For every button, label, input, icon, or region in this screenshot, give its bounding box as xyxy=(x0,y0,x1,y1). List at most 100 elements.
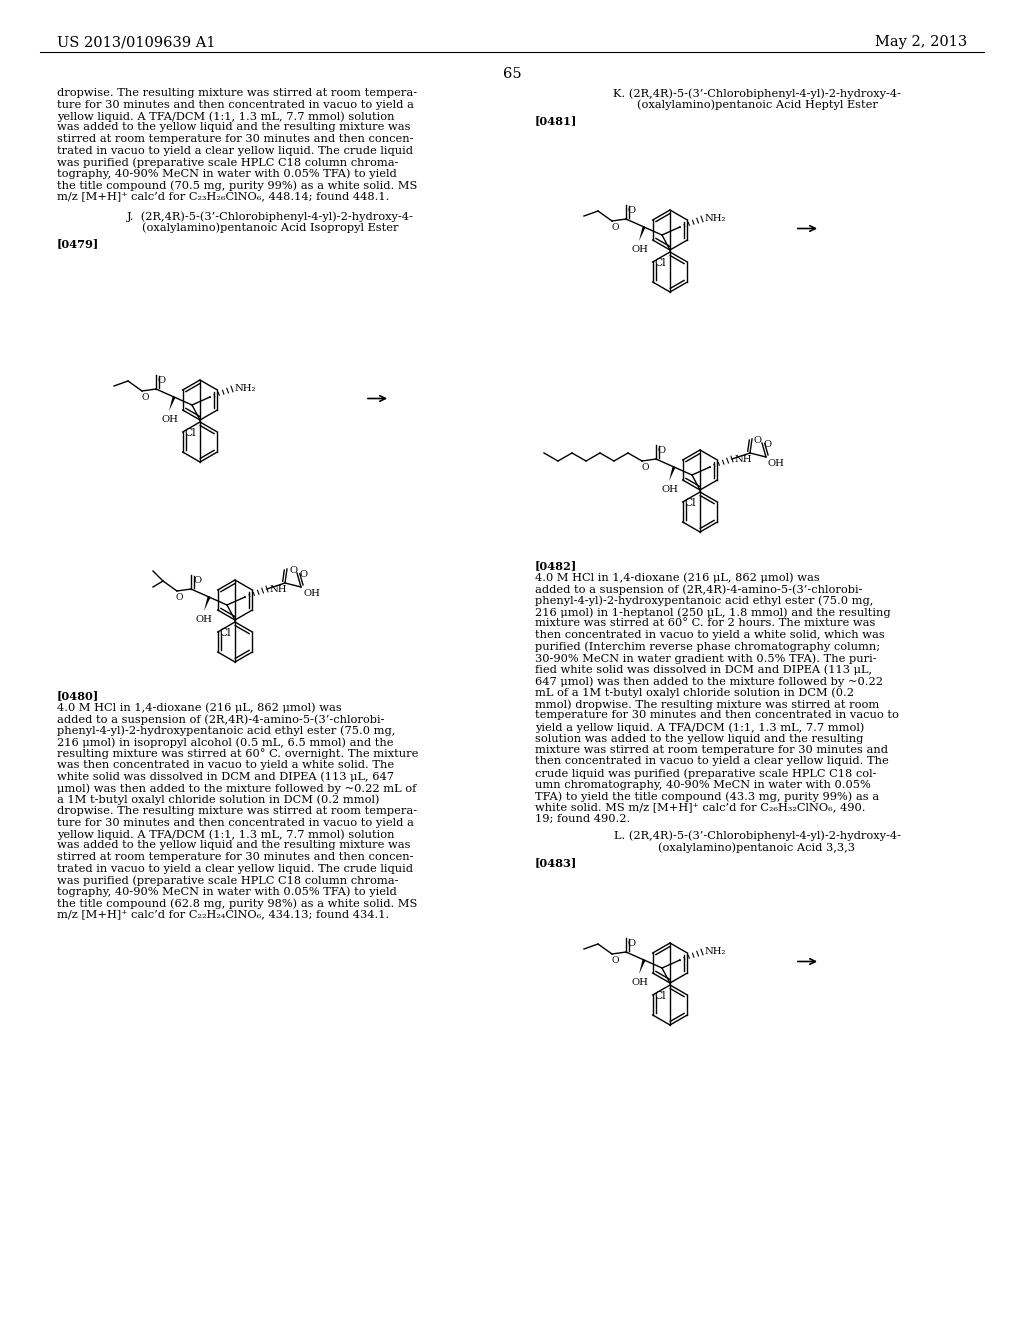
Polygon shape xyxy=(169,396,175,411)
Text: mixture was stirred at room temperature for 30 minutes and: mixture was stirred at room temperature … xyxy=(535,744,888,755)
Text: (oxalylamino)pentanoic Acid 3,3,3: (oxalylamino)pentanoic Acid 3,3,3 xyxy=(658,842,855,853)
Text: yellow liquid. A TFA/DCM (1:1, 1.3 mL, 7.7 mmol) solution: yellow liquid. A TFA/DCM (1:1, 1.3 mL, 7… xyxy=(57,829,394,840)
Text: mL of a 1M t-butyl oxalyl chloride solution in DCM (0.2: mL of a 1M t-butyl oxalyl chloride solut… xyxy=(535,688,854,698)
Text: 647 μmol) was then added to the mixture followed by ~0.22: 647 μmol) was then added to the mixture … xyxy=(535,676,883,686)
Text: Cl: Cl xyxy=(685,498,696,508)
Text: the title compound (62.8 mg, purity 98%) as a white solid. MS: the title compound (62.8 mg, purity 98%)… xyxy=(57,898,418,908)
Text: tography, 40-90% MeCN in water with 0.05% TFA) to yield: tography, 40-90% MeCN in water with 0.05… xyxy=(57,169,396,180)
Text: TFA) to yield the title compound (43.3 mg, purity 99%) as a: TFA) to yield the title compound (43.3 m… xyxy=(535,791,880,801)
Text: was added to the yellow liquid and the resulting mixture was: was added to the yellow liquid and the r… xyxy=(57,123,411,132)
Text: 216 μmol) in 1-heptanol (250 μL, 1.8 mmol) and the resulting: 216 μmol) in 1-heptanol (250 μL, 1.8 mmo… xyxy=(535,607,891,618)
Text: O: O xyxy=(158,376,166,385)
Text: OH: OH xyxy=(303,589,319,598)
Text: 4.0 M HCl in 1,4-dioxane (216 μL, 862 μmol) was: 4.0 M HCl in 1,4-dioxane (216 μL, 862 μm… xyxy=(535,573,820,583)
Text: yield a yellow liquid. A TFA/DCM (1:1, 1.3 mL, 7.7 mmol): yield a yellow liquid. A TFA/DCM (1:1, 1… xyxy=(535,722,864,733)
Text: the title compound (70.5 mg, purity 99%) as a white solid. MS: the title compound (70.5 mg, purity 99%)… xyxy=(57,180,418,190)
Text: O: O xyxy=(176,593,183,602)
Text: NH₂: NH₂ xyxy=(234,384,256,393)
Text: umn chromatography, 40-90% MeCN in water with 0.05%: umn chromatography, 40-90% MeCN in water… xyxy=(535,780,870,789)
Text: dropwise. The resulting mixture was stirred at room tempera-: dropwise. The resulting mixture was stir… xyxy=(57,807,417,816)
Text: [0479]: [0479] xyxy=(57,238,99,249)
Text: dropwise. The resulting mixture was stirred at room tempera-: dropwise. The resulting mixture was stir… xyxy=(57,88,417,98)
Text: NH₂: NH₂ xyxy=(705,214,725,223)
Text: ture for 30 minutes and then concentrated in vacuo to yield a: ture for 30 minutes and then concentrate… xyxy=(57,817,414,828)
Text: O: O xyxy=(299,570,307,579)
Text: fied white solid was dissolved in DCM and DIPEA (113 μL,: fied white solid was dissolved in DCM an… xyxy=(535,664,872,675)
Text: Cl: Cl xyxy=(654,257,667,268)
Text: OH: OH xyxy=(631,246,648,253)
Text: yellow liquid. A TFA/DCM (1:1, 1.3 mL, 7.7 mmol) solution: yellow liquid. A TFA/DCM (1:1, 1.3 mL, 7… xyxy=(57,111,394,121)
Text: US 2013/0109639 A1: US 2013/0109639 A1 xyxy=(57,36,215,49)
Text: was purified (preparative scale HPLC C18 column chroma-: was purified (preparative scale HPLC C18… xyxy=(57,157,398,168)
Text: phenyl-4-yl)-2-hydroxypentanoic acid ethyl ester (75.0 mg,: phenyl-4-yl)-2-hydroxypentanoic acid eth… xyxy=(535,595,873,606)
Text: was added to the yellow liquid and the resulting mixture was: was added to the yellow liquid and the r… xyxy=(57,841,411,850)
Text: white solid was dissolved in DCM and DIPEA (113 μL, 647: white solid was dissolved in DCM and DIP… xyxy=(57,771,394,781)
Text: mixture was stirred at 60° C. for 2 hours. The mixture was: mixture was stirred at 60° C. for 2 hour… xyxy=(535,619,876,628)
Text: Cl: Cl xyxy=(220,628,231,638)
Text: O: O xyxy=(611,223,618,232)
Text: O: O xyxy=(754,436,762,445)
Polygon shape xyxy=(204,597,210,611)
Text: ture for 30 minutes and then concentrated in vacuo to yield a: ture for 30 minutes and then concentrate… xyxy=(57,99,414,110)
Text: OH: OH xyxy=(768,459,784,469)
Text: temperature for 30 minutes and then concentrated in vacuo to: temperature for 30 minutes and then conc… xyxy=(535,710,899,721)
Text: μmol) was then added to the mixture followed by ~0.22 mL of: μmol) was then added to the mixture foll… xyxy=(57,783,417,793)
Text: O: O xyxy=(628,939,636,948)
Text: trated in vacuo to yield a clear yellow liquid. The crude liquid: trated in vacuo to yield a clear yellow … xyxy=(57,863,413,874)
Text: 19; found 490.2.: 19; found 490.2. xyxy=(535,814,630,824)
Text: O: O xyxy=(193,576,201,585)
Text: m/z [M+H]⁺ calc’d for C₂₃H₂₆ClNO₆, 448.14; found 448.1.: m/z [M+H]⁺ calc’d for C₂₃H₂₆ClNO₆, 448.1… xyxy=(57,191,389,202)
Text: resulting mixture was stirred at 60° C. overnight. The mixture: resulting mixture was stirred at 60° C. … xyxy=(57,748,419,759)
Text: O: O xyxy=(628,206,636,215)
Text: NH₂: NH₂ xyxy=(705,946,725,956)
Text: O: O xyxy=(141,393,148,403)
Text: O: O xyxy=(289,566,297,576)
Text: 30-90% MeCN in water gradient with 0.5% TFA). The puri-: 30-90% MeCN in water gradient with 0.5% … xyxy=(535,653,877,664)
Text: May 2, 2013: May 2, 2013 xyxy=(874,36,967,49)
Text: 216 μmol) in isopropyl alcohol (0.5 mL, 6.5 mmol) and the: 216 μmol) in isopropyl alcohol (0.5 mL, … xyxy=(57,737,393,747)
Text: NH: NH xyxy=(269,585,287,594)
Text: Cl: Cl xyxy=(184,428,197,438)
Text: O: O xyxy=(764,440,772,449)
Polygon shape xyxy=(669,466,676,480)
Text: [0480]: [0480] xyxy=(57,690,99,701)
Text: was then concentrated in vacuo to yield a white solid. The: was then concentrated in vacuo to yield … xyxy=(57,760,394,770)
Text: trated in vacuo to yield a clear yellow liquid. The crude liquid: trated in vacuo to yield a clear yellow … xyxy=(57,145,413,156)
Text: [0482]: [0482] xyxy=(535,560,578,572)
Text: stirred at room temperature for 30 minutes and then concen-: stirred at room temperature for 30 minut… xyxy=(57,851,414,862)
Text: 4.0 M HCl in 1,4-dioxane (216 μL, 862 μmol) was: 4.0 M HCl in 1,4-dioxane (216 μL, 862 μm… xyxy=(57,702,342,713)
Text: OH: OH xyxy=(196,615,213,624)
Text: stirred at room temperature for 30 minutes and then concen-: stirred at room temperature for 30 minut… xyxy=(57,135,414,144)
Text: mmol) dropwise. The resulting mixture was stirred at room: mmol) dropwise. The resulting mixture wa… xyxy=(535,700,880,710)
Text: NH: NH xyxy=(734,455,752,465)
Text: crude liquid was purified (preparative scale HPLC C18 col-: crude liquid was purified (preparative s… xyxy=(535,768,877,779)
Text: J.  (2R,4R)-5-(3’-Chlorobiphenyl-4-yl)-2-hydroxy-4-: J. (2R,4R)-5-(3’-Chlorobiphenyl-4-yl)-2-… xyxy=(127,211,414,222)
Text: was purified (preparative scale HPLC C18 column chroma-: was purified (preparative scale HPLC C18… xyxy=(57,875,398,886)
Text: OH: OH xyxy=(631,978,648,987)
Text: then concentrated in vacuo to yield a clear yellow liquid. The: then concentrated in vacuo to yield a cl… xyxy=(535,756,889,767)
Text: white solid. MS m/z [M+H]⁺ calc’d for C₂₆H₃₂ClNO₆, 490.: white solid. MS m/z [M+H]⁺ calc’d for C₂… xyxy=(535,803,865,813)
Text: phenyl-4-yl)-2-hydroxypentanoic acid ethyl ester (75.0 mg,: phenyl-4-yl)-2-hydroxypentanoic acid eth… xyxy=(57,726,395,737)
Text: Cl: Cl xyxy=(654,991,667,1001)
Text: (oxalylamino)pentanoic Acid Heptyl Ester: (oxalylamino)pentanoic Acid Heptyl Ester xyxy=(637,99,878,110)
Text: added to a suspension of (2R,4R)-4-amino-5-(3’-chlorobi-: added to a suspension of (2R,4R)-4-amino… xyxy=(535,583,862,594)
Text: 65: 65 xyxy=(503,67,521,81)
Text: (oxalylamino)pentanoic Acid Isopropyl Ester: (oxalylamino)pentanoic Acid Isopropyl Es… xyxy=(141,223,398,234)
Text: OH: OH xyxy=(662,484,678,494)
Text: O: O xyxy=(611,956,618,965)
Text: K. (2R,4R)-5-(3’-Chlorobiphenyl-4-yl)-2-hydroxy-4-: K. (2R,4R)-5-(3’-Chlorobiphenyl-4-yl)-2-… xyxy=(613,88,901,99)
Polygon shape xyxy=(639,227,645,242)
Text: [0483]: [0483] xyxy=(535,858,578,869)
Text: then concentrated in vacuo to yield a white solid, which was: then concentrated in vacuo to yield a wh… xyxy=(535,630,885,640)
Text: O: O xyxy=(641,463,648,473)
Text: [0481]: [0481] xyxy=(535,115,578,125)
Text: O: O xyxy=(658,446,667,455)
Text: purified (Interchim reverse phase chromatography column;: purified (Interchim reverse phase chroma… xyxy=(535,642,880,652)
Polygon shape xyxy=(639,960,645,974)
Text: OH: OH xyxy=(161,414,178,424)
Text: a 1M t-butyl oxalyl chloride solution in DCM (0.2 mmol): a 1M t-butyl oxalyl chloride solution in… xyxy=(57,795,380,805)
Text: solution was added to the yellow liquid and the resulting: solution was added to the yellow liquid … xyxy=(535,734,863,743)
Text: m/z [M+H]⁺ calc’d for C₂₂H₂₄ClNO₆, 434.13; found 434.1.: m/z [M+H]⁺ calc’d for C₂₂H₂₄ClNO₆, 434.1… xyxy=(57,909,389,920)
Text: added to a suspension of (2R,4R)-4-amino-5-(3’-chlorobi-: added to a suspension of (2R,4R)-4-amino… xyxy=(57,714,384,725)
Text: tography, 40-90% MeCN in water with 0.05% TFA) to yield: tography, 40-90% MeCN in water with 0.05… xyxy=(57,887,396,898)
